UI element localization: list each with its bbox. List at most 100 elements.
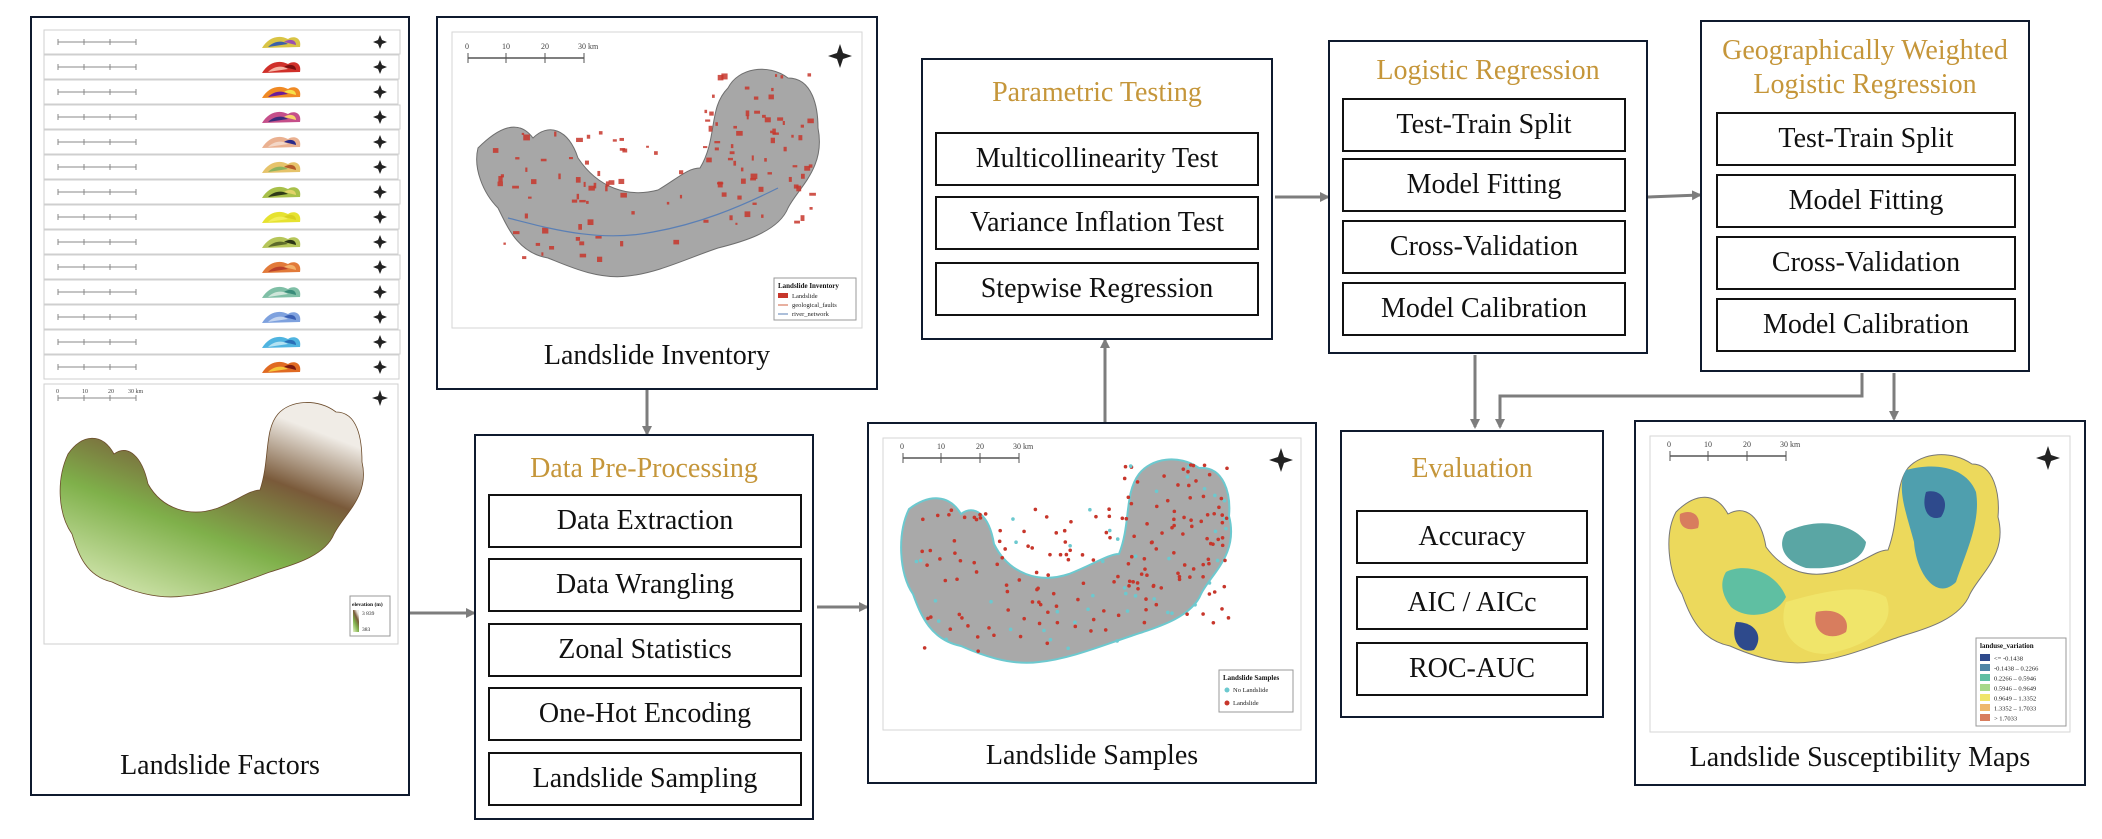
step-gwlr-test-train-split: Test-Train Split: [1716, 112, 2016, 166]
sample-point: [992, 633, 996, 638]
sample-point: [983, 512, 988, 516]
landslide-polygon: [770, 137, 775, 144]
sample-point: [1107, 514, 1112, 519]
landslide-polygon: [758, 186, 764, 192]
landslide-polygon: [750, 173, 758, 180]
landslide-samples-panel: 0 10 20 30 km Landslide Samples No Lands…: [867, 422, 1317, 784]
landslide-polygon: [753, 96, 759, 100]
landslide-polygon: [654, 151, 658, 155]
inventory-scale-tick: 10: [502, 42, 510, 51]
sample-point: [1131, 580, 1135, 584]
sample-point: [1086, 607, 1090, 612]
landslide-polygon: [752, 202, 757, 205]
factor-map-strip: [43, 204, 400, 230]
evaluation-title: Evaluation: [1411, 453, 1533, 484]
sample-point: [921, 517, 925, 522]
sample-point: [1177, 574, 1182, 579]
sample-point: [1068, 548, 1072, 553]
sample-point: [1135, 480, 1140, 484]
sample-point: [1091, 617, 1096, 622]
sample-point: [1116, 574, 1120, 579]
sample-point: [1182, 515, 1186, 520]
north-arrow-icon: [373, 285, 387, 299]
landslide-polygon: [809, 192, 816, 196]
step-roc-auc: ROC-AUC: [1356, 642, 1588, 696]
sample-point: [1033, 507, 1038, 512]
sample-point: [1213, 529, 1218, 534]
landslide-inventory-panel: 0 10 20 30 km Landslide Inventory Landsl…: [436, 16, 878, 390]
samples-legend-title: Landslide Samples: [1223, 674, 1279, 682]
sample-point: [1091, 558, 1096, 562]
sample-point: [928, 548, 933, 553]
sample-point: [1172, 550, 1176, 555]
landslide-polygon: [576, 137, 583, 143]
landslide-polygon: [744, 211, 751, 218]
sample-point: [925, 563, 929, 567]
sample-point: [1115, 537, 1120, 541]
sample-point: [1191, 567, 1196, 571]
landslide-polygon: [497, 181, 503, 187]
north-arrow-icon: [373, 185, 387, 199]
landslide-polygon: [542, 227, 549, 234]
north-arrow-icon: [373, 235, 387, 249]
north-arrow-icon: [373, 60, 387, 74]
sample-point: [1048, 552, 1052, 557]
landslide-polygon: [612, 139, 617, 142]
sample-point: [1142, 620, 1147, 625]
sample-point: [1220, 513, 1225, 517]
sample-point: [1008, 627, 1013, 632]
landslide-polygon: [597, 170, 601, 177]
sample-point: [1126, 495, 1131, 500]
samples-scale-bar: 0 10 20 30 km: [900, 442, 1034, 463]
sample-point: [1144, 607, 1148, 612]
sample-point: [1194, 479, 1198, 483]
sample-point: [1176, 571, 1180, 576]
landslide-polygon: [737, 195, 742, 200]
evaluation-panel: Evaluation Accuracy AIC / AICc ROC-AUC: [1340, 430, 1604, 718]
landslide-polygon: [746, 115, 749, 120]
sample-point: [1044, 515, 1049, 519]
landslide-polygon: [597, 256, 603, 263]
landslide-polygon: [708, 125, 713, 132]
landslide-polygon: [524, 213, 528, 219]
landslide-polygon: [558, 173, 561, 180]
samples-scale-tick: 30 km: [1013, 442, 1034, 451]
sample-point: [920, 549, 924, 554]
sample-point: [1018, 634, 1023, 639]
landslide-polygon: [598, 131, 603, 135]
sample-point: [1201, 562, 1206, 567]
landslide-polygon: [736, 130, 743, 136]
sample-point: [1102, 609, 1106, 613]
inventory-legend-item: geological_faults: [792, 302, 837, 309]
elevation-legend-min: 383: [362, 627, 371, 633]
landslide-samples-caption: Landslide Samples: [985, 740, 1199, 771]
landslide-polygon: [740, 178, 746, 184]
inventory-scale-tick: 30 km: [578, 42, 599, 51]
landslide-polygon: [729, 215, 733, 221]
elevation-legend-title: elevation (m): [352, 601, 383, 608]
landslide-polygon: [788, 176, 792, 182]
samples-legend-item: No Landslide: [1233, 687, 1268, 694]
sample-point: [1207, 592, 1212, 596]
susceptibility-maps-caption: Landslide Susceptibility Maps: [1689, 742, 2031, 773]
landslide-polygon: [770, 130, 773, 134]
sample-point: [1128, 464, 1133, 468]
landslide-polygon: [521, 132, 525, 135]
inventory-scale-tick: 20: [541, 42, 549, 51]
gwlr-title-line1: Geographically Weighted: [1722, 35, 2008, 66]
sample-point: [1151, 584, 1156, 589]
sample-point: [1030, 546, 1034, 550]
landslide-polygon: [780, 75, 784, 79]
samples-scale-tick: 20: [976, 442, 984, 451]
sample-point: [1063, 540, 1068, 544]
landslide-polygon: [631, 211, 635, 215]
landslide-polygon: [782, 120, 785, 125]
sample-point: [1143, 567, 1147, 571]
legend-swatch: [1980, 664, 1990, 671]
sample-point: [952, 539, 957, 543]
step-cross-validation: Cross-Validation: [1342, 220, 1626, 274]
legend-swatch: [1980, 704, 1990, 711]
sample-point: [1154, 602, 1159, 607]
gwlr-panel: Geographically Weighted Logistic Regress…: [1700, 20, 2030, 372]
